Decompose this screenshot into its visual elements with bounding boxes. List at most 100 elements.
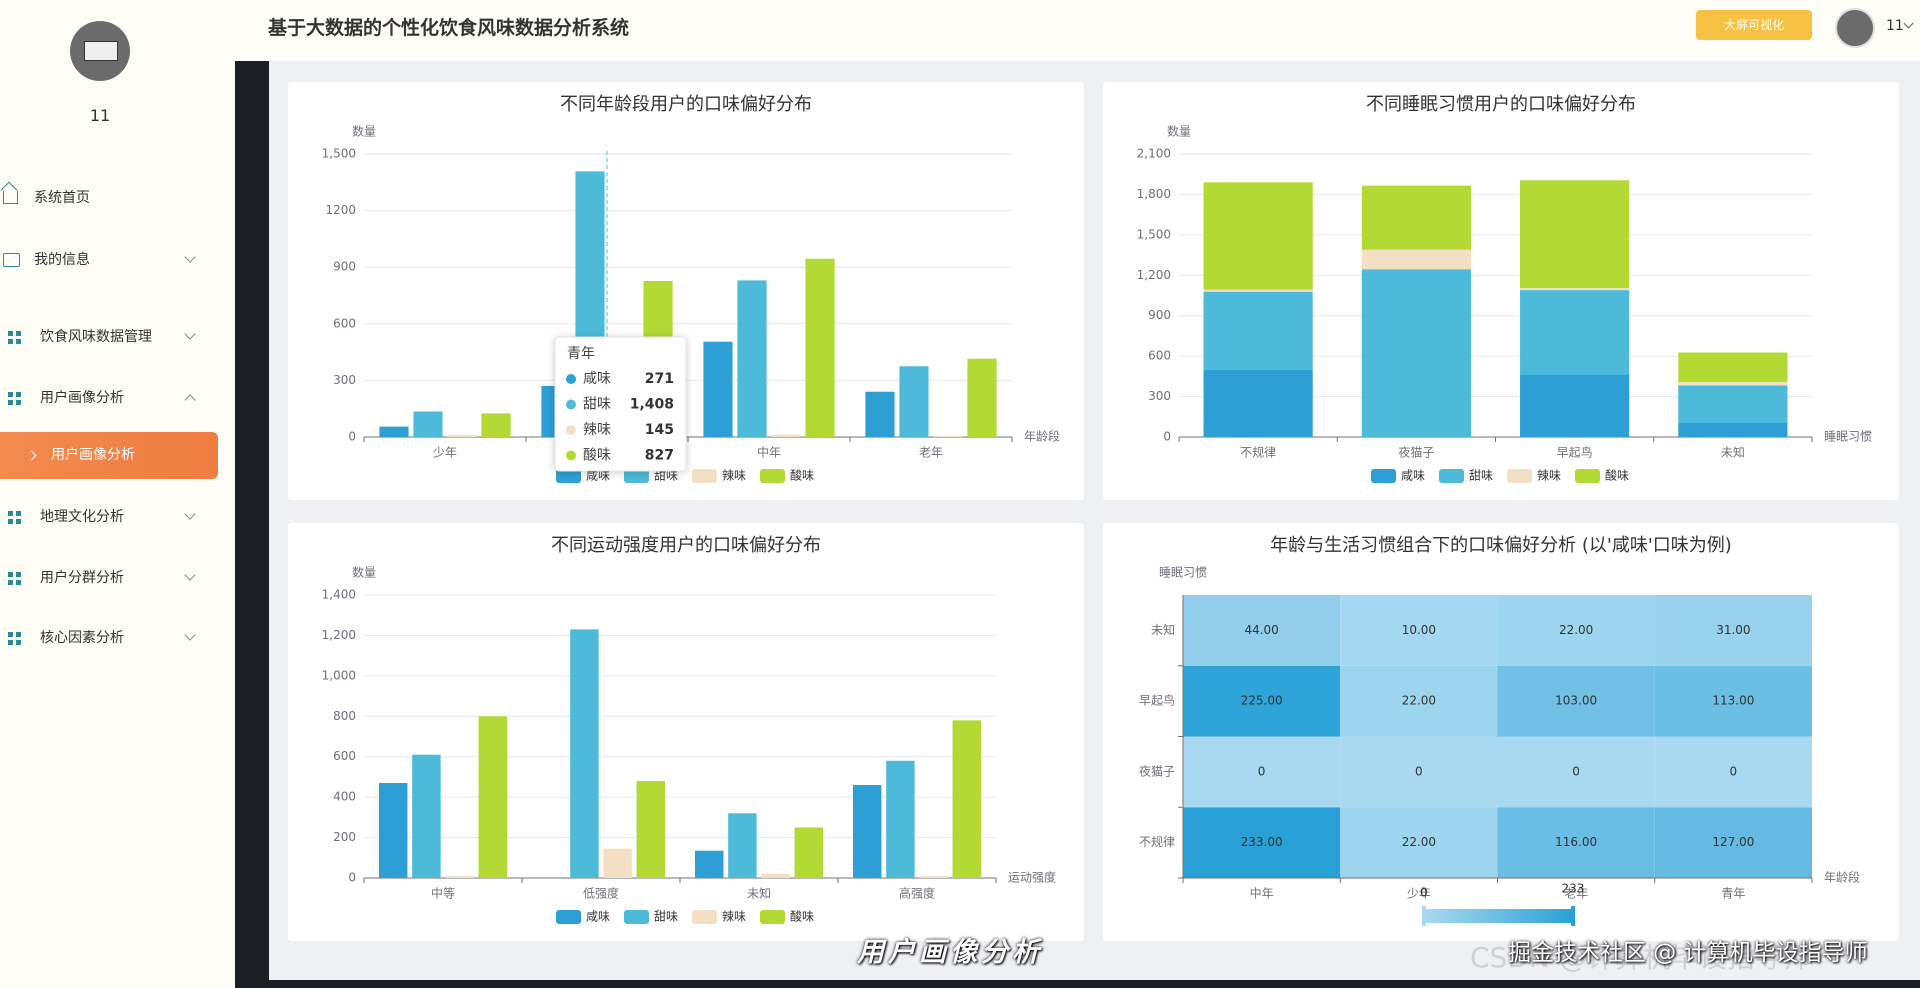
cell-label: 0 [1730, 764, 1738, 778]
menu-label: 饮食风味数据管理 [40, 329, 152, 345]
big-screen-button[interactable]: 大屏可视化 [1696, 10, 1812, 40]
y-tick-label: 600 [1148, 349, 1171, 363]
menu-label: 核心因素分析 [40, 630, 124, 646]
y-tick-label: 1,000 [322, 668, 356, 682]
y-tick-label: 1,500 [1137, 227, 1171, 241]
cell-label: 225.00 [1241, 694, 1283, 708]
bar-segment [1361, 269, 1471, 437]
heatmap-cell [1183, 807, 1341, 878]
legend-swatch [556, 469, 581, 483]
y-tick-label: 不规律 [1139, 834, 1175, 849]
bar [794, 827, 823, 878]
legend-swatch [1507, 469, 1532, 483]
cell-label: 103.00 [1555, 694, 1597, 708]
y-tick-label: 300 [1148, 389, 1171, 403]
heatmap-cell [1183, 736, 1341, 808]
menu-item[interactable]: 用户画像分析 [0, 378, 218, 418]
bar-segment [1678, 422, 1788, 437]
y-tick-label: 600 [333, 316, 356, 330]
header-avatar[interactable] [1835, 8, 1875, 48]
bar [853, 785, 882, 878]
bar [447, 435, 477, 437]
menu-item[interactable]: 用户分群分析 [0, 558, 218, 598]
legend-swatch [624, 910, 649, 924]
tooltip-name: 酸味 [583, 448, 611, 464]
tooltip-box [554, 336, 687, 472]
y-tick-label: 0 [348, 871, 356, 885]
tooltip-value: 271 [645, 371, 674, 387]
bar [570, 629, 599, 878]
sidebar-user-name: 11 [89, 106, 111, 125]
bar [412, 754, 441, 878]
menu-label: 用户画像分析 [40, 390, 124, 406]
cell-label: 22.00 [1402, 694, 1436, 708]
legend-label: 咸味 [1401, 469, 1425, 483]
bar-segment [1361, 249, 1471, 270]
bar [933, 436, 963, 437]
bar [761, 873, 790, 878]
y-tick-label: 2,100 [1137, 147, 1171, 161]
cell-label: 22.00 [1559, 623, 1593, 637]
y-axis-label: 数量 [352, 565, 376, 580]
tooltip-title: 青年 [567, 346, 595, 362]
heatmap-cell [1654, 595, 1812, 666]
legend-swatch [760, 910, 785, 924]
bar-segment [1203, 289, 1313, 292]
legend-swatch [1439, 469, 1464, 483]
heatmap-cell [1497, 736, 1655, 808]
menu-item[interactable]: 我的信息 [0, 240, 218, 280]
heatmap-cell [1497, 665, 1655, 737]
bar-segment [1520, 290, 1630, 375]
y-tick-label: 0 [348, 430, 356, 444]
sidebar-avatar [70, 21, 130, 81]
heatmap-cell [1654, 665, 1812, 737]
legend-label: 辣味 [1537, 469, 1561, 483]
header: 基于大数据的个性化饮食风味数据分析系统 大屏可视化 11 [235, 0, 1920, 61]
legend-swatch [760, 469, 785, 483]
heatmap-cell [1654, 807, 1812, 878]
chart-panel: 不同年龄段用户的口味偏好分布 数量 年龄段 0 300 600 900 1200 1,500 少年… [288, 82, 1084, 500]
visual-map-max-label: 233 [1562, 882, 1585, 896]
x-tick-label: 高强度 [899, 886, 935, 901]
x-tick-label: 青年 [1721, 887, 1745, 901]
button-label: 大屏可视化 [1723, 18, 1784, 32]
y-tick-label: 1,400 [322, 588, 356, 602]
bar-segment [1520, 180, 1630, 289]
submenu-item-active[interactable]: 用户画像分析 [0, 432, 218, 479]
y-tick-label: 200 [333, 830, 356, 844]
menu-item[interactable]: 地理文化分析 [0, 497, 218, 537]
x-axis-label: 年龄段 [1824, 870, 1860, 885]
tooltip-value: 145 [645, 422, 674, 438]
bar [481, 413, 511, 437]
x-tick-label: 夜猫子 [1398, 445, 1434, 460]
header-user-name[interactable]: 11 [1886, 18, 1904, 34]
menu-item[interactable]: 饮食风味数据管理 [0, 317, 218, 357]
x-tick-label: 少年 [1407, 887, 1431, 901]
bar [703, 341, 733, 437]
bar [379, 782, 408, 878]
legend-swatch [624, 469, 649, 483]
chart-title: 不同睡眠习惯用户的口味偏好分布 [1366, 94, 1636, 115]
y-tick-label: 0 [1163, 430, 1171, 444]
legend-label: 甜味 [654, 469, 678, 483]
menu-item[interactable]: 核心因素分析 [0, 618, 218, 658]
tooltip-value: 1,408 [630, 397, 674, 413]
legend-label: 酸味 [790, 468, 814, 483]
menu-item[interactable]: 系统首页 [0, 178, 218, 218]
heatmap-cell [1183, 595, 1341, 666]
bar-segment [1203, 369, 1313, 437]
tooltip-name: 辣味 [583, 422, 611, 438]
tooltip-dot [566, 425, 576, 435]
heatmap-cell [1340, 665, 1498, 737]
user-dropdown-icon[interactable] [1903, 18, 1914, 29]
cell-label: 44.00 [1244, 623, 1278, 637]
legend-swatch [692, 910, 717, 924]
bar [967, 358, 997, 437]
chart-title: 不同运动强度用户的口味偏好分布 [551, 535, 821, 556]
y-axis-label: 睡眠习惯 [1159, 565, 1207, 580]
